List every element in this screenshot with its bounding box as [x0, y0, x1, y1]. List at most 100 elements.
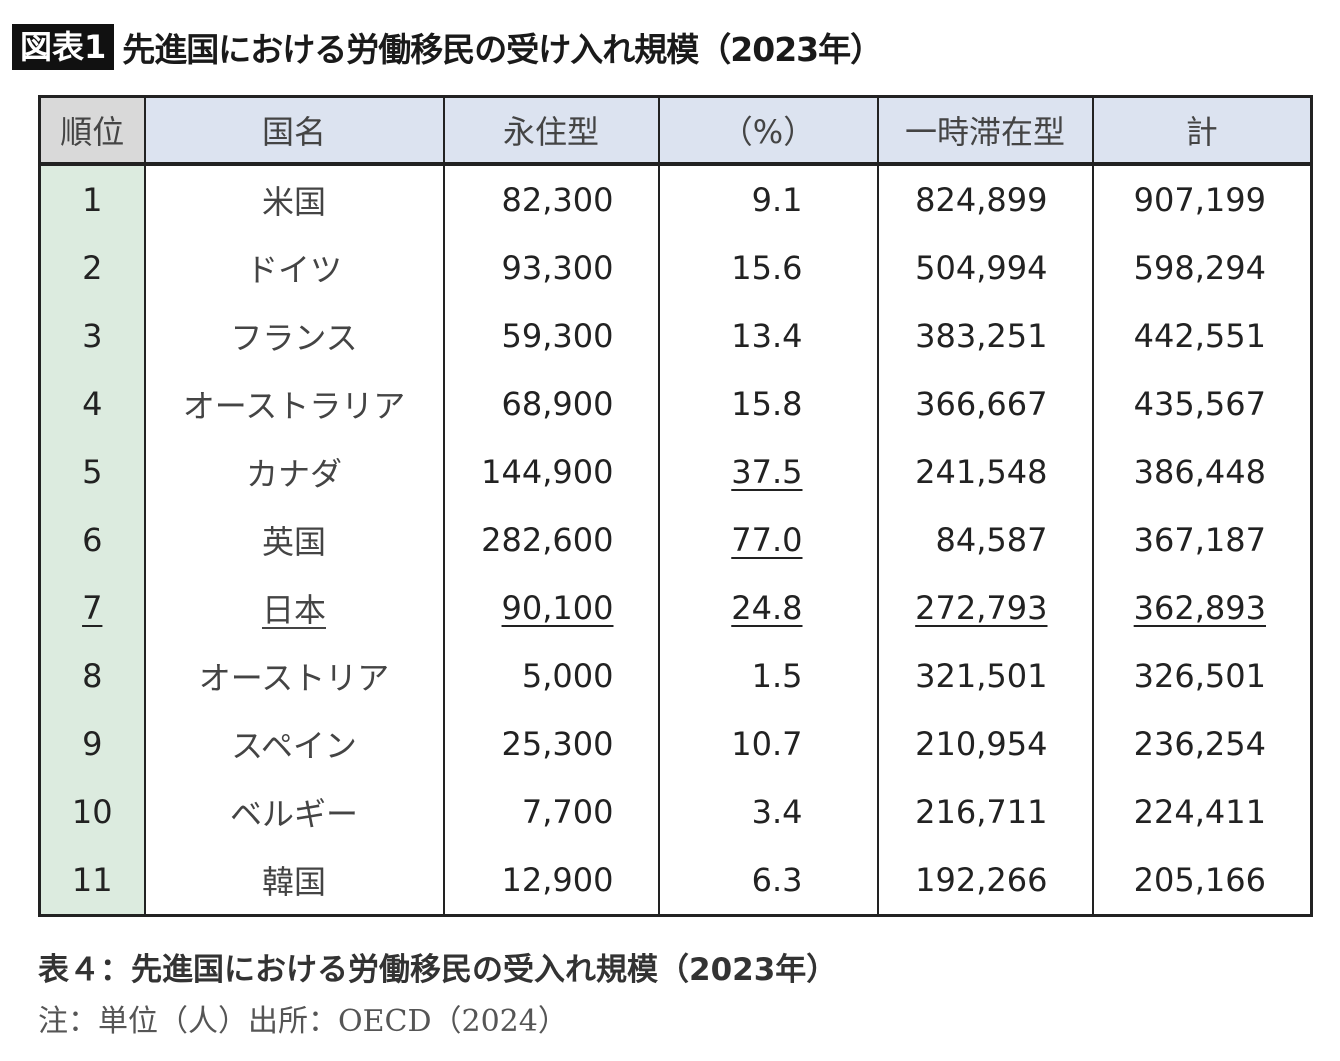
cell-pct: 15.8	[657, 370, 879, 438]
cell-temporary: 272,793	[876, 574, 1094, 642]
cell-permanent: 82,300	[442, 164, 660, 234]
cell-rank-value: 6	[82, 521, 103, 559]
cell-total: 442,551	[1091, 302, 1313, 370]
cell-total-value: 435,567	[1133, 385, 1266, 423]
cell-rank: 7	[38, 574, 146, 642]
cell-rank: 10	[38, 778, 146, 846]
cell-pct: 77.0	[657, 506, 879, 574]
cell-permanent: 93,300	[442, 234, 660, 302]
cell-country-value: 米国	[261, 183, 326, 221]
figure-badge: 図表1	[12, 24, 115, 70]
cell-total-value: 386,448	[1133, 453, 1266, 491]
cell-permanent: 7,700	[442, 778, 660, 846]
cell-pct-value: 24.8	[731, 589, 803, 627]
cell-permanent: 282,600	[442, 506, 660, 574]
cell-rank-value: 10	[71, 793, 113, 831]
cell-country-value: 英国	[261, 523, 326, 561]
cell-pct-value: 15.6	[731, 249, 803, 287]
cell-rank: 2	[38, 234, 146, 302]
cell-country: オーストラリア	[143, 370, 445, 438]
cell-permanent: 90,100	[442, 574, 660, 642]
table-note: 注：単位（人）出所：OECD（2024）	[38, 1004, 568, 1039]
cell-temporary-value: 192,266	[915, 861, 1048, 899]
cell-pct-value: 15.8	[731, 385, 803, 423]
cell-rank: 9	[38, 710, 146, 778]
cell-pct-value: 1.5	[751, 657, 803, 695]
cell-pct-value: 37.5	[731, 453, 803, 491]
cell-temporary-value: 210,954	[915, 725, 1048, 763]
cell-total: 907,199	[1091, 164, 1313, 234]
cell-pct: 37.5	[657, 438, 879, 506]
cell-temporary-value: 216,711	[915, 793, 1048, 831]
cell-country: フランス	[143, 302, 445, 370]
cell-pct: 15.6	[657, 234, 879, 302]
cell-temporary: 192,266	[876, 846, 1094, 916]
cell-temporary-value: 272,793	[915, 589, 1048, 627]
table-header-row: 順位 国名 永住型 （%） 一時滞在型 計	[38, 95, 1313, 166]
cell-total: 435,567	[1091, 370, 1313, 438]
cell-pct: 24.8	[657, 574, 879, 642]
table-row: 11 韓国 12,900 6.3 192,266 205,166	[38, 846, 1313, 916]
cell-pct: 1.5	[657, 642, 879, 710]
cell-total-value: 236,254	[1133, 725, 1266, 763]
cell-rank: 6	[38, 506, 146, 574]
cell-permanent: 25,300	[442, 710, 660, 778]
table-row: 2 ドイツ 93,300 15.6 504,994 598,294	[38, 234, 1313, 302]
cell-permanent: 144,900	[442, 438, 660, 506]
table-caption: 表４：先進国における労働移民の受入れ規模（2023年）	[38, 952, 838, 988]
table-row: 3 フランス 59,300 13.4 383,251 442,551	[38, 302, 1313, 370]
cell-temporary-value: 84,587	[935, 521, 1048, 559]
cell-permanent-value: 90,100	[501, 589, 614, 627]
cell-rank-value: 9	[82, 725, 103, 763]
cell-permanent-value: 144,900	[481, 453, 614, 491]
cell-rank-value: 8	[82, 657, 103, 695]
cell-country-value: カナダ	[245, 455, 342, 493]
table-row: 7 日本 90,100 24.8 272,793 362,893	[38, 574, 1313, 642]
cell-country-value: ベルギー	[229, 795, 358, 833]
cell-rank: 3	[38, 302, 146, 370]
cell-country: カナダ	[143, 438, 445, 506]
table-row: 8 オーストリア 5,000 1.5 321,501 326,501	[38, 642, 1313, 710]
figure-title: 図表1 先進国における労働移民の受け入れ規模（2023年）	[12, 22, 883, 72]
cell-total: 598,294	[1091, 234, 1313, 302]
header-total: 計	[1091, 95, 1313, 166]
cell-total: 362,893	[1091, 574, 1313, 642]
cell-temporary-value: 504,994	[915, 249, 1048, 287]
header-rank: 順位	[38, 95, 146, 166]
cell-temporary: 383,251	[876, 302, 1094, 370]
cell-total-value: 442,551	[1133, 317, 1266, 355]
header-permanent: 永住型	[442, 95, 660, 166]
table-row: 4 オーストラリア 68,900 15.8 366,667 435,567	[38, 370, 1313, 438]
table-row: 10 ベルギー 7,700 3.4 216,711 224,411	[38, 778, 1313, 846]
cell-permanent-value: 7,700	[521, 793, 614, 831]
cell-country-value: オーストリア	[198, 659, 390, 697]
cell-total-value: 598,294	[1133, 249, 1266, 287]
cell-country: オーストリア	[143, 642, 445, 710]
cell-rank-value: 1	[82, 181, 103, 219]
cell-rank: 5	[38, 438, 146, 506]
cell-temporary-value: 383,251	[915, 317, 1048, 355]
cell-pct: 13.4	[657, 302, 879, 370]
cell-total: 386,448	[1091, 438, 1313, 506]
cell-total-value: 367,187	[1133, 521, 1266, 559]
cell-total-value: 224,411	[1133, 793, 1266, 831]
cell-pct: 9.1	[657, 164, 879, 234]
cell-permanent-value: 5,000	[521, 657, 614, 695]
cell-permanent-value: 282,600	[481, 521, 614, 559]
cell-pct: 3.4	[657, 778, 879, 846]
cell-rank-value: 2	[82, 249, 103, 287]
cell-temporary: 210,954	[876, 710, 1094, 778]
cell-pct: 10.7	[657, 710, 879, 778]
cell-permanent-value: 93,300	[501, 249, 614, 287]
cell-rank-value: 4	[82, 385, 103, 423]
cell-rank-value: 7	[82, 589, 103, 627]
cell-rank-value: 5	[82, 453, 103, 491]
header-country: 国名	[143, 95, 445, 166]
cell-country-value: オーストラリア	[182, 387, 406, 425]
cell-permanent-value: 82,300	[501, 181, 614, 219]
cell-country: ベルギー	[143, 778, 445, 846]
cell-total: 367,187	[1091, 506, 1313, 574]
cell-temporary: 321,501	[876, 642, 1094, 710]
cell-rank: 1	[38, 164, 146, 234]
migration-table: 順位 国名 永住型 （%） 一時滞在型 計 1 米国 82,300 9.1 824,89…	[38, 95, 1313, 917]
